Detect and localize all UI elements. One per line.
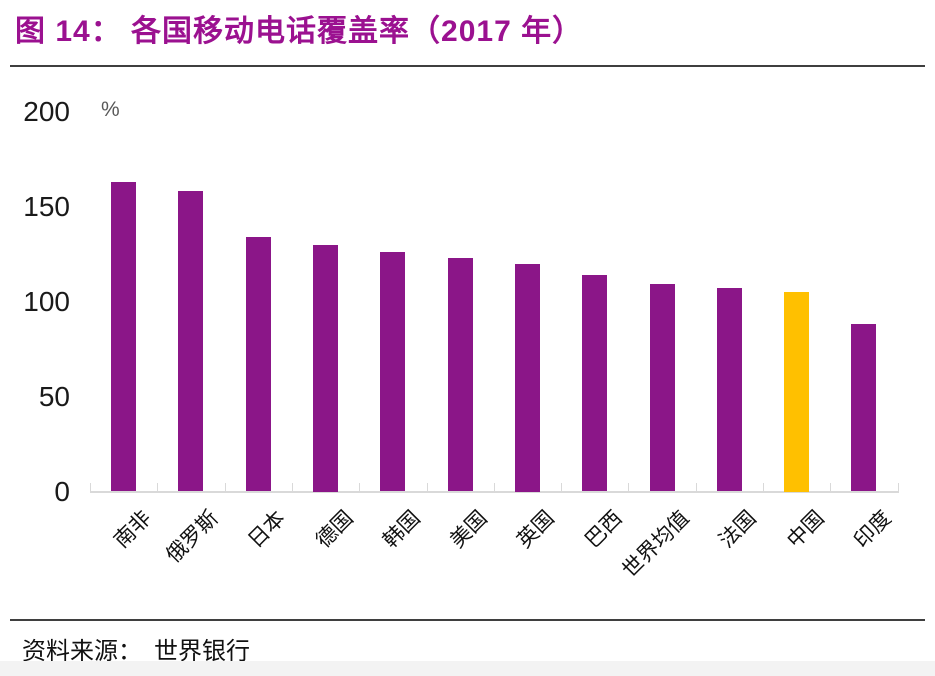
x-axis-label: 日本 <box>243 505 291 553</box>
footer-divider-line <box>10 619 925 621</box>
bar-俄罗斯 <box>178 191 204 492</box>
x-axis-tick-mark <box>157 482 159 492</box>
x-axis-tick-mark <box>359 482 361 492</box>
bar-世界均值 <box>649 284 675 492</box>
bar-日本 <box>245 236 271 492</box>
x-axis-label: 法国 <box>714 505 762 553</box>
x-axis-label: 德国 <box>310 505 358 553</box>
x-axis-tick-mark <box>561 482 563 492</box>
bar-德国 <box>313 244 339 492</box>
x-axis-tick-mark <box>493 482 495 492</box>
y-axis-tick-label: 50 <box>38 380 70 412</box>
bar-南非 <box>111 181 137 492</box>
y-axis-tick-label: 150 <box>23 190 70 222</box>
x-axis-tick-mark <box>90 482 91 492</box>
bar-法国 <box>716 288 742 492</box>
x-axis-tick-mark <box>695 482 697 492</box>
x-axis-label: 英国 <box>512 505 560 553</box>
x-axis-tick-mark <box>763 482 764 492</box>
bar-韩国 <box>380 252 406 492</box>
x-axis-label: 南非 <box>108 505 156 553</box>
x-axis-label: 巴西 <box>579 505 627 553</box>
bar-巴西 <box>582 274 608 492</box>
source-note: 资料来源： 世界银行 <box>22 639 250 665</box>
x-axis-label: 世界均值 <box>617 505 694 583</box>
x-axis-label: 印度 <box>849 505 896 553</box>
x-axis-tick-mark <box>426 482 428 492</box>
bar-中国 <box>784 292 810 492</box>
bar-美国 <box>447 257 473 492</box>
bar-印度 <box>851 324 877 492</box>
bar-英国 <box>514 263 540 492</box>
title-divider-line <box>10 65 925 67</box>
x-axis-tick-mark <box>897 482 899 492</box>
x-axis-tick-mark <box>830 482 832 492</box>
x-axis-tick-mark <box>291 482 293 492</box>
x-axis-label: 中国 <box>781 505 829 553</box>
y-axis-tick-label: 0 <box>54 475 70 507</box>
x-axis-tick-mark <box>628 482 630 492</box>
y-axis-unit-label: % <box>101 98 120 121</box>
page-bottom-strip <box>0 661 935 676</box>
figure-title: 图 14： 各国移动电话覆盖率（2017 年） <box>15 15 584 48</box>
y-axis-tick-label: 100 <box>23 285 70 317</box>
x-axis-label: 俄罗斯 <box>161 505 223 568</box>
x-axis-line <box>90 490 899 493</box>
x-axis-label: 韩国 <box>377 505 425 553</box>
x-axis-label: 美国 <box>445 505 492 553</box>
x-axis-tick-mark <box>224 482 226 492</box>
y-axis-tick-label: 200 <box>23 95 70 127</box>
